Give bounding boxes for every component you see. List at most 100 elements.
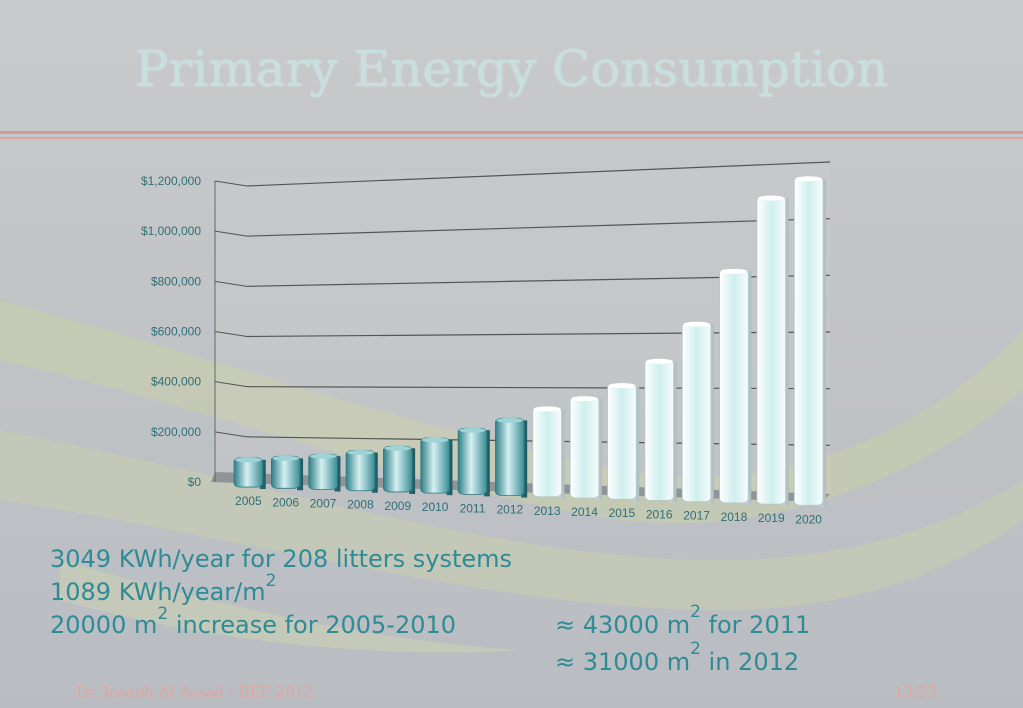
x-tick-label: 2009 [384, 499, 411, 513]
bar-body [345, 450, 376, 492]
bar-2020 [793, 176, 826, 508]
bar-2005 [233, 457, 266, 490]
bar-cap [720, 268, 748, 274]
note-line-3-rest: increase for 2005-2010 [168, 611, 457, 639]
bar-cap [347, 450, 374, 456]
x-tick-label: 2011 [460, 501, 486, 515]
note-line-5-text: ≈ 31000 m [555, 648, 691, 676]
bar-body [719, 268, 749, 504]
x-tick-label: 2007 [310, 497, 337, 511]
gridline-stub [214, 431, 248, 438]
note-line-3-text: 20000 m [50, 611, 158, 639]
x-tick-label: 2017 [683, 509, 710, 523]
x-tick-label: 2019 [758, 511, 785, 525]
bar-cap [683, 321, 710, 327]
bar-body [793, 176, 824, 506]
footer-page-number: 13/35 [894, 683, 938, 701]
bar-2013 [532, 406, 565, 499]
bar-2019 [756, 195, 789, 507]
notes-left: 3049 KWh/year for 208 litters systems 10… [50, 543, 512, 642]
bar-cap [384, 445, 412, 451]
bar-2014 [569, 396, 602, 501]
bar-body [756, 195, 787, 505]
bar-2011 [457, 427, 490, 497]
note-line-2: 1089 KWh/year/m2 [50, 573, 512, 609]
x-tick-label: 2016 [646, 507, 673, 521]
x-tick-label: 2010 [422, 500, 449, 514]
bar-body [308, 453, 338, 490]
bar-cap [795, 176, 822, 182]
gridline [246, 218, 831, 237]
note-line-5-sup: 2 [690, 639, 701, 659]
bar-2008 [345, 450, 378, 493]
bar-2006 [270, 455, 304, 491]
bar-cap [421, 437, 449, 443]
bar-cap [571, 396, 598, 402]
x-tick-label: 2012 [496, 503, 523, 517]
x-tick-label: 2014 [571, 505, 598, 519]
x-tick-label: 2005 [235, 494, 262, 508]
bar-cap [496, 417, 524, 423]
title-divider-bottom [0, 137, 1023, 139]
bar-body [532, 406, 562, 498]
bar-chart: $0 $200,000 $400,000 $600,000 $800,000 $1,000… [141, 161, 831, 526]
note-line-4-text: ≈ 43000 m [555, 611, 691, 639]
gridline-stub [214, 230, 248, 237]
bar-2018 [719, 268, 752, 505]
gridline-stub [214, 381, 248, 388]
bar-body [270, 455, 301, 489]
bar-cap [272, 455, 300, 461]
x-tick-label: 2018 [721, 510, 748, 524]
bar-body [644, 358, 674, 501]
y-tick-label: $1,000,000 [141, 224, 201, 238]
title-divider-top [0, 131, 1023, 134]
y-tick-label: $800,000 [151, 274, 201, 288]
bar-cap [309, 453, 337, 459]
bar-cap [608, 383, 636, 389]
bar-body [681, 321, 712, 503]
bar-body [607, 383, 637, 500]
note-line-2-text: 1089 KWh/year/m [50, 578, 266, 606]
bar-cap [533, 406, 561, 412]
bar-cap [459, 427, 486, 433]
bar-body [457, 427, 488, 495]
gridline-stub [214, 331, 248, 337]
y-tick-label: $400,000 [151, 375, 201, 389]
note-line-4: ≈ 43000 m2 for 2011 [555, 604, 811, 644]
x-tick-label: 2020 [795, 512, 822, 526]
bar-body [383, 445, 413, 493]
y-tick-label: $200,000 [151, 425, 201, 439]
note-line-1: 3049 KWh/year for 208 litters systems [50, 545, 513, 573]
bar-2010 [420, 437, 453, 496]
note-line-5: ≈ 31000 m2 in 2012 [555, 641, 810, 681]
gridline-stub [214, 180, 248, 187]
slide-title: Primary Energy Consumption [134, 40, 889, 98]
gridline [246, 161, 831, 187]
x-tick-label: 2013 [534, 504, 561, 518]
note-line-2-sup: 2 [265, 571, 277, 591]
notes-right: ≈ 43000 m2 for 2011 ≈ 31000 m2 in 2012 [555, 604, 811, 681]
bar-cap [757, 195, 785, 201]
y-tick-label: $600,000 [151, 325, 201, 339]
bar-body [495, 417, 525, 496]
bar-2016 [644, 358, 677, 503]
note-line-3-sup: 2 [157, 604, 169, 624]
y-tick-label: $0 [188, 475, 202, 489]
bar-2007 [308, 453, 341, 492]
bar-2015 [607, 383, 640, 502]
gridline-stub [214, 280, 248, 287]
bar-2017 [681, 321, 714, 504]
x-tick-label: 2006 [272, 495, 299, 509]
bar-body [569, 396, 600, 499]
note-line-3: 20000 m2 increase for 2005-2010 [50, 606, 512, 642]
y-tick-label: $1,200,000 [141, 174, 201, 188]
bar-cap [645, 358, 673, 364]
x-tick-label: 2008 [347, 498, 374, 512]
bar-cap [235, 457, 262, 463]
x-tick-label: 2015 [609, 506, 636, 520]
note-line-4-sup: 2 [690, 602, 701, 622]
note-line-4-rest: for 2011 [700, 611, 811, 639]
bar-body [420, 437, 450, 494]
note-line-5-rest: in 2012 [700, 648, 800, 676]
bar-2009 [383, 445, 416, 494]
